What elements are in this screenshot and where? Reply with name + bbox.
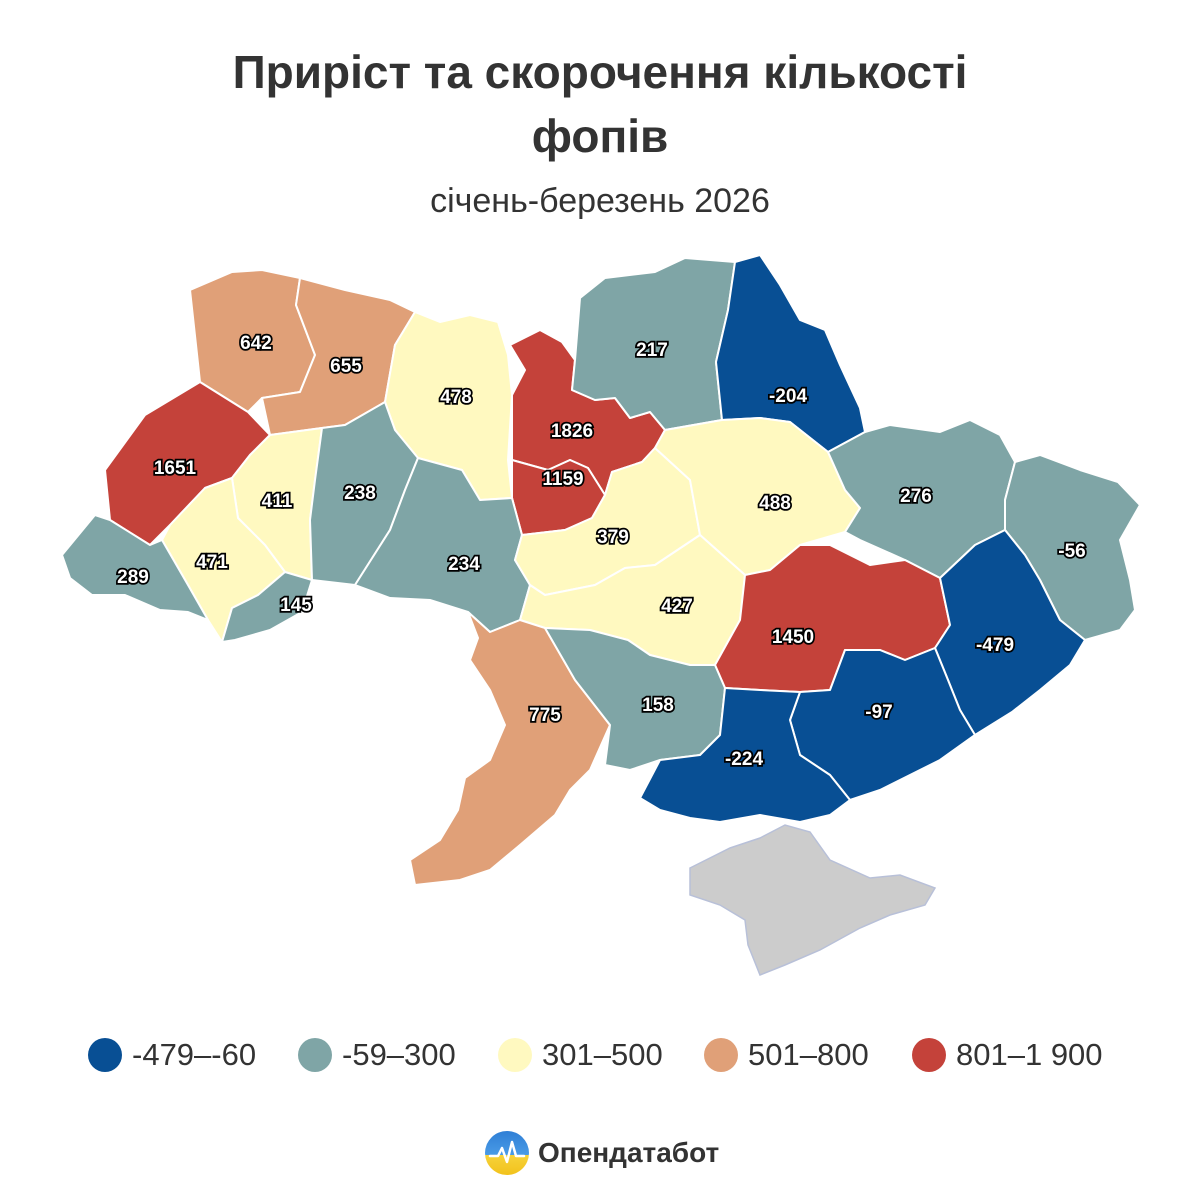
opendatabot-logo-icon — [485, 1131, 529, 1175]
legend-item-1: -479–-60 — [88, 1035, 256, 1075]
legend-label: -59–300 — [342, 1037, 456, 1072]
region-label-chernihiv: 217 — [636, 340, 668, 361]
legend-item-3: 301–500 — [498, 1035, 663, 1075]
region-label-luhansk: -56 — [1058, 541, 1085, 562]
legend-swatch — [498, 1038, 532, 1072]
region-label-kyiv-oblast: 1159 — [542, 469, 583, 490]
region-label-rivne: 655 — [330, 356, 362, 377]
region-label-volyn: 642 — [240, 333, 272, 354]
legend-swatch — [88, 1038, 122, 1072]
region-label-donetsk: -479 — [976, 635, 1014, 656]
legend-swatch — [912, 1038, 946, 1072]
region-label-cherkasy: 379 — [597, 527, 629, 548]
region-label-kyiv-city: 1826 — [551, 421, 593, 442]
region-kherson — [639, 687, 851, 823]
region-label-odesa: 775 — [529, 705, 561, 726]
region-label-ivano-frankivsk: 471 — [196, 552, 228, 573]
region-label-dnipro: 1450 — [772, 627, 814, 648]
region-label-lviv: 1651 — [154, 458, 197, 479]
title-line-2: фопів — [531, 110, 669, 162]
region-chernivtsi — [221, 571, 313, 643]
region-label-kharkiv: 276 — [900, 486, 932, 507]
region-label-zhytomyr: 478 — [440, 387, 472, 408]
region-label-chernivtsi: 145 — [280, 595, 312, 616]
region-label-zakarpattia: 289 — [117, 567, 149, 588]
crimea-peninsula — [689, 824, 937, 976]
legend-label: 801–1 900 — [956, 1037, 1103, 1072]
region-label-vinnytsia: 234 — [448, 554, 480, 575]
region-label-poltava: 488 — [759, 493, 791, 514]
region-zakarpattia — [61, 514, 209, 621]
legend-label: 301–500 — [542, 1037, 663, 1072]
legend-item-4: 501–800 — [704, 1035, 869, 1075]
map-subtitle: січень-березень 2026 — [430, 182, 770, 220]
region-label-sumy: -204 — [769, 386, 807, 407]
region-label-kirovohrad: 427 — [661, 596, 693, 617]
legend-item-2: -59–300 — [298, 1035, 456, 1075]
legend-label: 501–800 — [748, 1037, 869, 1072]
brand-name: Опендатабот — [538, 1137, 720, 1168]
region-label-kherson: -224 — [725, 749, 763, 770]
brand: Опендатабот — [484, 1128, 719, 1178]
region-label-zaporizhzhia: -97 — [865, 702, 892, 723]
legend-label: -479–-60 — [132, 1037, 257, 1072]
region-label-ternopil: 411 — [262, 491, 293, 512]
legend: -479–-60 -59–300 301–500 501–800 801–1 9… — [0, 1035, 1200, 1075]
region-label-mykolaiv: 158 — [642, 695, 674, 716]
legend-item-5: 801–1 900 — [912, 1035, 1103, 1075]
region-label-khmelnytskyi: 238 — [344, 483, 376, 504]
map-title: Приріст та скорочення кількості фопів — [0, 40, 1200, 168]
title-line-1: Приріст та скорочення кількості — [232, 46, 968, 98]
legend-swatch — [704, 1038, 738, 1072]
legend-swatch — [298, 1038, 332, 1072]
